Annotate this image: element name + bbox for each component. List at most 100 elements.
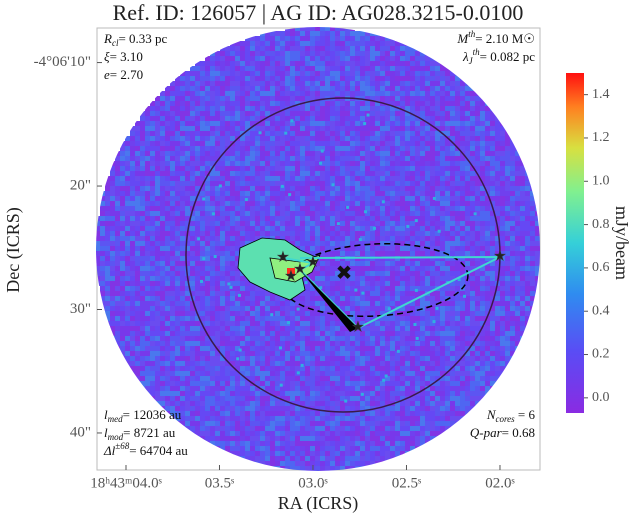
map-pixel (240, 236, 245, 241)
map-pixel (240, 66, 245, 71)
map-pixel (355, 66, 360, 71)
map-pixel (245, 86, 250, 91)
map-pixel (290, 351, 295, 356)
map-pixel (360, 46, 365, 51)
map-pixel (280, 206, 285, 211)
map-pixel (185, 311, 190, 316)
map-pixel (395, 191, 400, 196)
map-pixel (260, 151, 265, 156)
map-pixel (375, 206, 380, 211)
map-pixel (160, 116, 165, 121)
map-pixel (270, 131, 275, 136)
map-pixel (290, 111, 295, 116)
map-pixel (370, 246, 375, 251)
map-pixel (215, 256, 220, 261)
map-pixel (480, 141, 485, 146)
map-pixel (200, 226, 205, 231)
map-pixel (320, 201, 325, 206)
map-pixel (475, 226, 480, 231)
map-pixel (390, 116, 395, 121)
map-pixel (230, 291, 235, 296)
map-pixel (450, 211, 455, 216)
map-pixel (445, 306, 450, 311)
map-pixel (350, 296, 355, 301)
map-pixel (405, 111, 410, 116)
map-pixel (350, 206, 355, 211)
map-pixel (185, 336, 190, 341)
map-pixel (500, 241, 505, 246)
map-pixel (480, 111, 485, 116)
map-pixel (235, 166, 240, 171)
map-pixel (140, 241, 145, 246)
map-pixel (510, 341, 515, 346)
map-pixel (180, 201, 185, 206)
map-pixel (475, 196, 480, 201)
map-pixel (360, 211, 365, 216)
map-pixel (455, 86, 460, 91)
map-pixel (465, 166, 470, 171)
map-pixel (285, 36, 290, 41)
map-pixel (440, 221, 445, 226)
map-pixel (500, 296, 505, 301)
map-pixel (355, 346, 360, 351)
map-pixel (110, 301, 115, 306)
map-pixel (275, 201, 280, 206)
map-pixel (420, 251, 425, 256)
map-pixel (320, 196, 325, 201)
map-pixel (200, 201, 205, 206)
map-pixel (395, 171, 400, 176)
map-pixel (310, 306, 315, 311)
map-pixel (105, 186, 110, 191)
map-pixel (345, 171, 350, 176)
map-pixel (475, 231, 480, 236)
map-pixel (155, 306, 160, 311)
map-pixel (355, 176, 360, 181)
map-pixel (205, 196, 210, 201)
map-pixel (350, 211, 355, 216)
map-pixel (530, 241, 535, 246)
map-pixel (265, 126, 270, 131)
map-pixel (395, 216, 400, 221)
map-pixel (365, 86, 370, 91)
map-pixel (195, 111, 200, 116)
map-pixel (175, 141, 180, 146)
map-pixel (265, 136, 270, 141)
map-pixel (420, 336, 425, 341)
map-pixel (500, 256, 505, 261)
map-pixel (155, 221, 160, 226)
map-pixel (245, 106, 250, 111)
map-pixel (145, 341, 150, 346)
map-pixel (175, 271, 180, 276)
map-pixel (160, 286, 165, 291)
map-pixel (230, 321, 235, 326)
map-pixel (190, 276, 195, 281)
map-pixel (500, 161, 505, 166)
map-pixel (475, 126, 480, 131)
map-pixel (110, 271, 115, 276)
map-pixel (125, 216, 130, 221)
map-pixel (115, 306, 120, 311)
map-pixel (420, 321, 425, 326)
map-pixel (195, 141, 200, 146)
map-pixel (475, 141, 480, 146)
map-pixel (125, 311, 130, 316)
map-pixel (175, 246, 180, 251)
map-pixel (370, 36, 375, 41)
map-pixel (245, 216, 250, 221)
map-pixel (345, 236, 350, 241)
map-pixel (395, 346, 400, 351)
map-pixel (525, 301, 530, 306)
map-pixel (210, 226, 215, 231)
map-pixel (140, 146, 145, 151)
map-pixel (295, 76, 300, 81)
map-pixel (155, 141, 160, 146)
map-pixel (100, 251, 105, 256)
map-pixel (375, 196, 380, 201)
map-pixel (515, 191, 520, 196)
map-pixel (515, 271, 520, 276)
map-pixel (435, 296, 440, 301)
map-pixel (365, 126, 370, 131)
map-pixel (400, 196, 405, 201)
map-pixel (300, 66, 305, 71)
map-pixel (410, 176, 415, 181)
